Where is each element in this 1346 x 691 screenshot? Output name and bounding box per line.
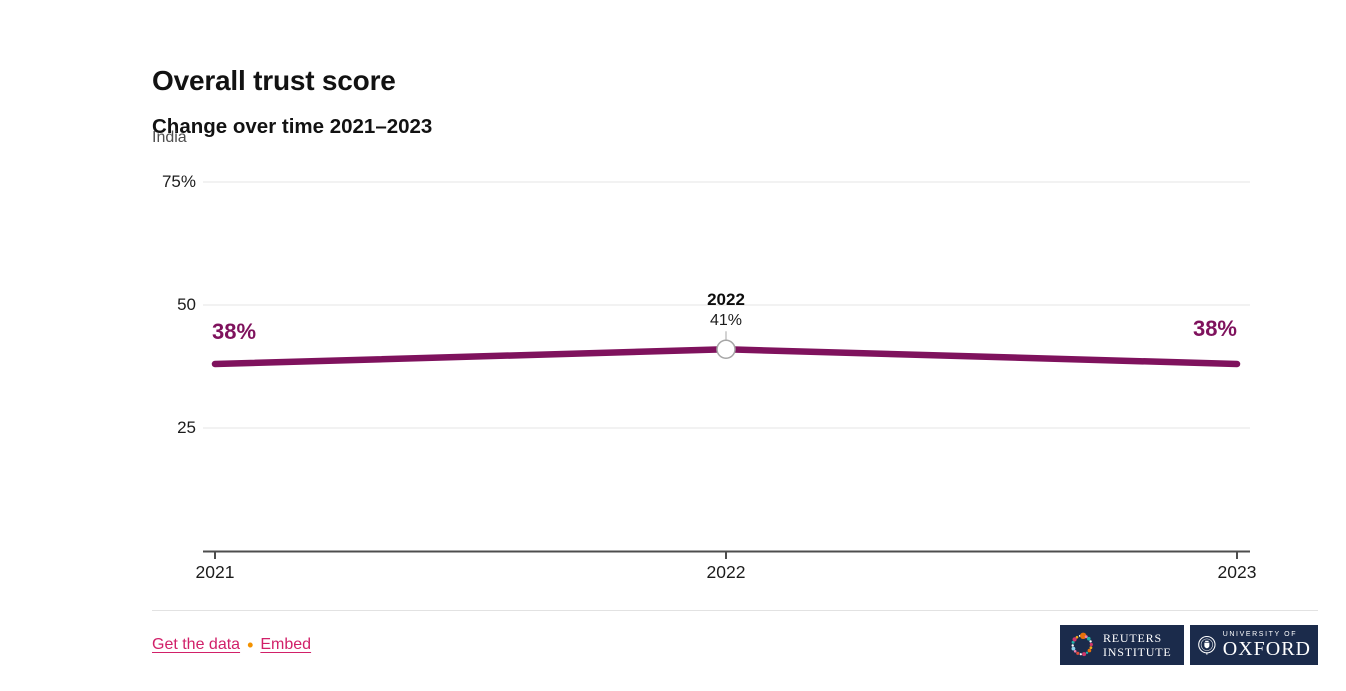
x-axis-label-2021: 2021 [195, 562, 235, 582]
university-of-oxford-badge[interactable]: UNIVERSITY OF OXFORD [1190, 625, 1318, 665]
reuters-institute-badge[interactable]: REUTERS INSTITUTE [1060, 625, 1184, 665]
page-title: Overall trust score [152, 64, 396, 96]
footer-divider [152, 610, 1318, 611]
reuters-institute-label: REUTERS INSTITUTE [1103, 630, 1172, 659]
reuters-institute-icon [1071, 632, 1093, 657]
chart-subtitle: Change over time 2021–2023 [152, 115, 433, 138]
y-axis-tick-75: 75% [161, 172, 196, 191]
x-axis-label-2022: 2022 [706, 562, 746, 582]
y-axis-tick-25: 25 [177, 418, 196, 437]
series-end-value-label: 38% [1192, 316, 1237, 341]
data-point-marker-2022[interactable] [716, 339, 736, 360]
footer-links: Get the data • Embed [152, 636, 311, 654]
series-start-value-label: 38% [212, 319, 257, 344]
get-the-data-link[interactable]: Get the data [152, 636, 241, 653]
oxford-crest-icon [1198, 635, 1216, 655]
tooltip-value: 41% [709, 312, 743, 329]
y-axis-tick-50: 50 [177, 295, 196, 314]
country-label: India [152, 129, 187, 146]
tooltip-year: 2022 [707, 290, 745, 309]
embed-link[interactable]: Embed [260, 636, 312, 653]
x-axis-label-2023: 2023 [1217, 562, 1257, 582]
university-of-oxford-label: UNIVERSITY OF OXFORD [1222, 631, 1311, 660]
link-separator-bullet: • [247, 635, 254, 655]
